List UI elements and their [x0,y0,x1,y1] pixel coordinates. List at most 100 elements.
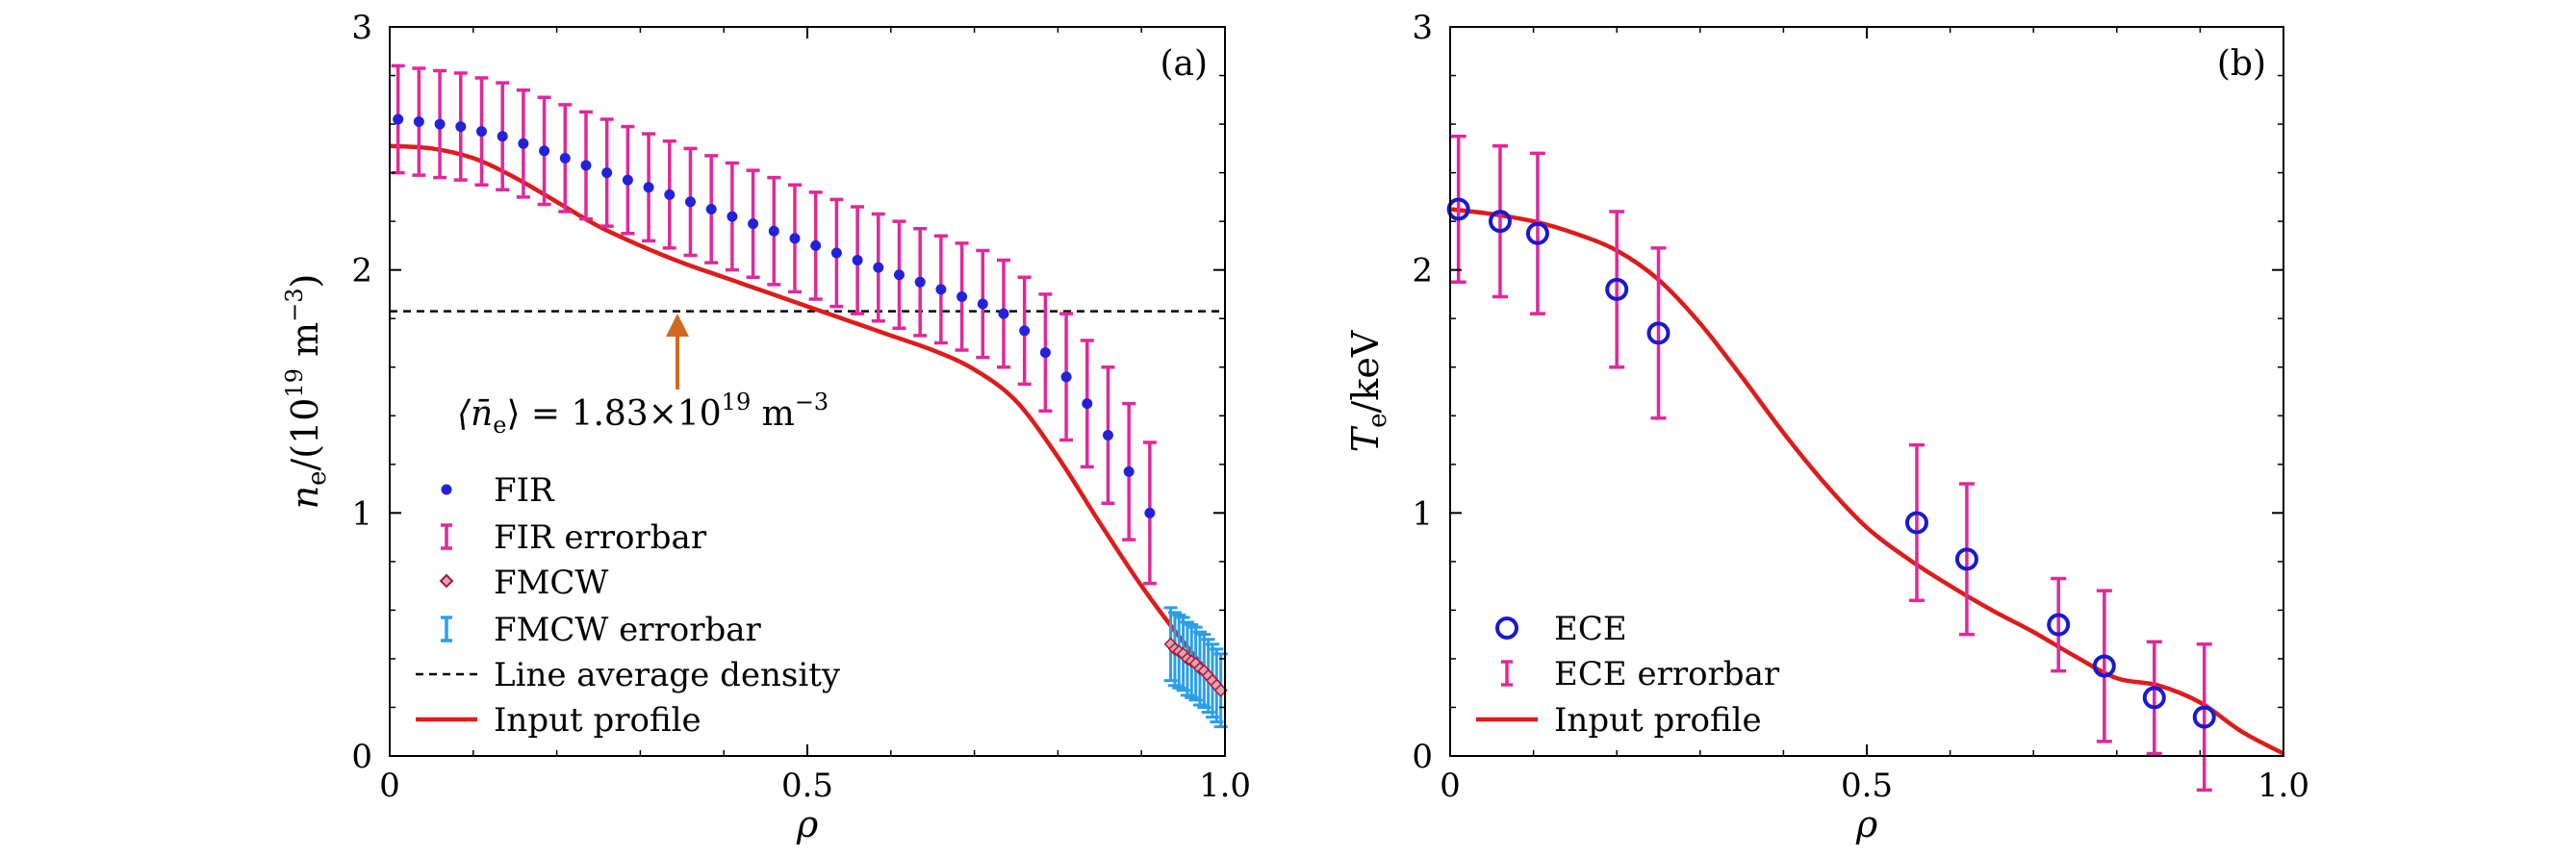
input-profile-line [1449,207,2285,756]
panel-b-ticks: 0 0.5 1.0 0 1 2 3 [1412,9,2309,805]
fir-point [873,262,884,273]
fir-point [1123,466,1135,477]
x-tick-label: 0.5 [781,767,833,805]
legend-fir-label: FIR [494,471,555,510]
x-tick-label: 0.5 [1841,767,1893,805]
legend-fmcw-errorbar-marker [441,616,452,642]
ece-errorbar [1492,144,1508,299]
y-tick-label: 2 [351,252,372,290]
fir-point [914,276,926,288]
fir-point [748,218,759,230]
x-tick-label: 1.0 [2257,767,2309,805]
fir-point [497,131,508,142]
fir-point [705,204,717,214]
panel-a-points [391,63,1228,729]
x-tick-label: 0 [379,767,400,805]
y-tick-label: 3 [1412,9,1433,47]
fir-point [956,290,968,302]
panel-a-legend: FIR FIR errorbar FMCW FMCW errorbar Line… [416,471,841,740]
ece-errorbar [1908,442,1925,603]
ece-errorbar [2051,576,2067,673]
y-tick-label: 3 [351,9,372,47]
fir-point [475,126,487,138]
ece-point [1488,210,1512,234]
y-tick-label: 2 [1412,252,1433,290]
x-tick-label: 0 [1440,767,1461,805]
ece-point [1525,221,1549,245]
ece-point [1954,547,1978,571]
ece-point [2092,654,2116,678]
ece-errorbar [2146,640,2162,756]
legend-fmcw: FMCW [439,564,608,602]
input-profile-line [389,143,1227,694]
legend-fmcw-errorbar-label: FMCW errorbar [494,611,762,649]
fir-point [413,116,424,128]
panel-b-curves [1449,207,2285,756]
fir-point [768,225,779,237]
fir-point [601,167,613,179]
legend-fmcw-marker [439,573,454,589]
x-tick-label: 1.0 [1199,767,1251,805]
fir-point [643,182,654,193]
legend-ece-label: ECE [1554,610,1627,648]
fir-point [810,239,822,251]
fir-point [434,118,446,130]
fir-point [998,308,1009,319]
fir-point [1082,398,1093,410]
panel-b-y-axis-label: Te/keV [1344,330,1392,452]
fir-point [1060,371,1072,383]
fir-point [1102,429,1113,441]
ece-point [1446,197,1470,221]
fir-point [830,247,842,259]
ece-errorbar [2196,642,2212,793]
legend-fmcw-errorbar: FMCW errorbar [441,611,762,649]
legend-ece-marker [1495,617,1518,640]
panel-a-tag: (a) [1160,44,1208,84]
ece-errorbar [2096,589,2112,743]
legend-ece-errorbar-label: ECE errorbar [1554,655,1780,693]
legend-input-profile-b-label: Input profile [1554,701,1762,740]
y-tick-label: 0 [1412,738,1433,776]
fir-point [977,298,988,310]
fir-point [393,113,404,125]
fir-point [935,284,947,295]
fir-point [664,189,676,200]
panel-a-chart: 0 0.5 1.0 0 1 2 3 (a) ne/(1019 m−3) ρ ⟨n̄e⟩ = … [281,9,1251,845]
panel-a-y-axis-label: ne/(1019 m−3) [281,274,332,510]
fir-point [789,233,801,244]
fir-point [518,138,529,149]
ece-point [2047,613,2071,637]
fir-point [580,160,592,171]
fir-point [1039,347,1051,359]
fir-point [684,196,696,208]
ece-point [1605,277,1629,301]
fir-point [893,269,905,281]
y-tick-label: 1 [351,494,372,533]
annotation-text: ⟨n̄e⟩ = 1.83×1019 m−3 [457,389,829,439]
panel-a-x-axis-label: ρ [796,803,819,845]
legend-ece-errorbar-marker [1501,660,1513,687]
fir-point [539,145,550,157]
panel-b-x-axis-label: ρ [1855,803,1878,845]
legend-input-profile-b: Input profile [1476,701,1762,740]
legend-fir: FIR [441,471,555,510]
legend-input-profile-label: Input profile [494,701,701,740]
ece-errorbar [1650,246,1667,420]
panel-b-points [1446,134,2216,793]
panel-a-curves [389,143,1227,694]
annotation-arrow-head [666,314,689,337]
fir-point [1019,325,1031,337]
legend-input-profile: Input profile [416,701,701,740]
ece-point [2142,686,2166,710]
fir-point [455,121,467,133]
legend-fir-errorbar-marker [441,523,452,550]
fir-point [622,174,633,186]
panel-b-chart: 0 0.5 1.0 0 1 2 3 (b) Te/keV ρ ECE ECE errorba… [1344,9,2309,845]
fir-point [727,211,738,222]
panel-a-ticks: 0 0.5 1.0 0 1 2 3 [351,9,1251,805]
ece-errorbar [1450,134,1467,285]
legend-ece-errorbar: ECE errorbar [1501,655,1780,693]
ece-errorbar [1529,151,1545,315]
y-tick-label: 1 [1412,494,1433,533]
